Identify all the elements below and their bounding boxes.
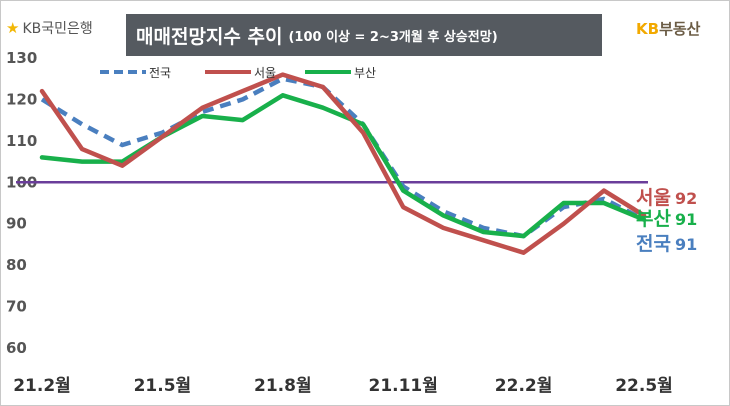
legend-label-busan: 부산 (354, 66, 376, 80)
series-line-seoul (39, 72, 647, 255)
x-tick-label: 22.2월 (495, 376, 553, 396)
star-logo-icon: ★ (6, 18, 20, 37)
chart-title: 매매전망지수 추이 (136, 25, 283, 48)
legend: 전국 서울 부산 (100, 66, 376, 80)
end-label-national: 전국 91 (636, 233, 697, 255)
chart-title-box: 매매전망지수 추이 (100 이상 = 2~3개월 후 상승전망) (126, 14, 602, 56)
x-axis: 21.2월 21.5월 21.8월 21.11월 22.2월 22.5월 (13, 376, 673, 396)
legend-label-seoul: 서울 (254, 66, 276, 80)
series-lines (39, 72, 647, 255)
kb-bank-logo-text: KB국민은행 (22, 21, 93, 37)
series-line-national (40, 76, 646, 239)
y-tick-label: 90 (6, 215, 27, 233)
kb-realestate-logo-kb: KB (636, 20, 660, 38)
y-tick-label: 110 (6, 132, 37, 150)
chart-subtitle: (100 이상 = 2~3개월 후 상승전망) (288, 29, 498, 45)
x-tick-label: 21.11월 (368, 376, 437, 396)
y-tick-label: 120 (6, 90, 37, 108)
x-tick-label: 21.5월 (134, 376, 192, 396)
kb-realestate-logo-rest: 부동산 (659, 20, 701, 38)
kb-bank-logo: ★ KB국민은행 (6, 18, 93, 38)
y-tick-label: 80 (6, 256, 27, 274)
end-label-busan: 부산 91 (636, 208, 697, 230)
y-tick-label: 70 (6, 298, 27, 316)
y-tick-label: 60 (6, 339, 27, 357)
x-tick-label: 21.8월 (254, 376, 312, 396)
end-label-seoul: 서울 92 (636, 187, 697, 209)
x-tick-label: 21.2월 (13, 376, 71, 396)
legend-label-national: 전국 (149, 66, 171, 80)
y-tick-label: 130 (6, 49, 37, 67)
x-tick-label: 22.5월 (615, 376, 673, 396)
kb-realestate-logo: KB부동산 (636, 18, 700, 39)
